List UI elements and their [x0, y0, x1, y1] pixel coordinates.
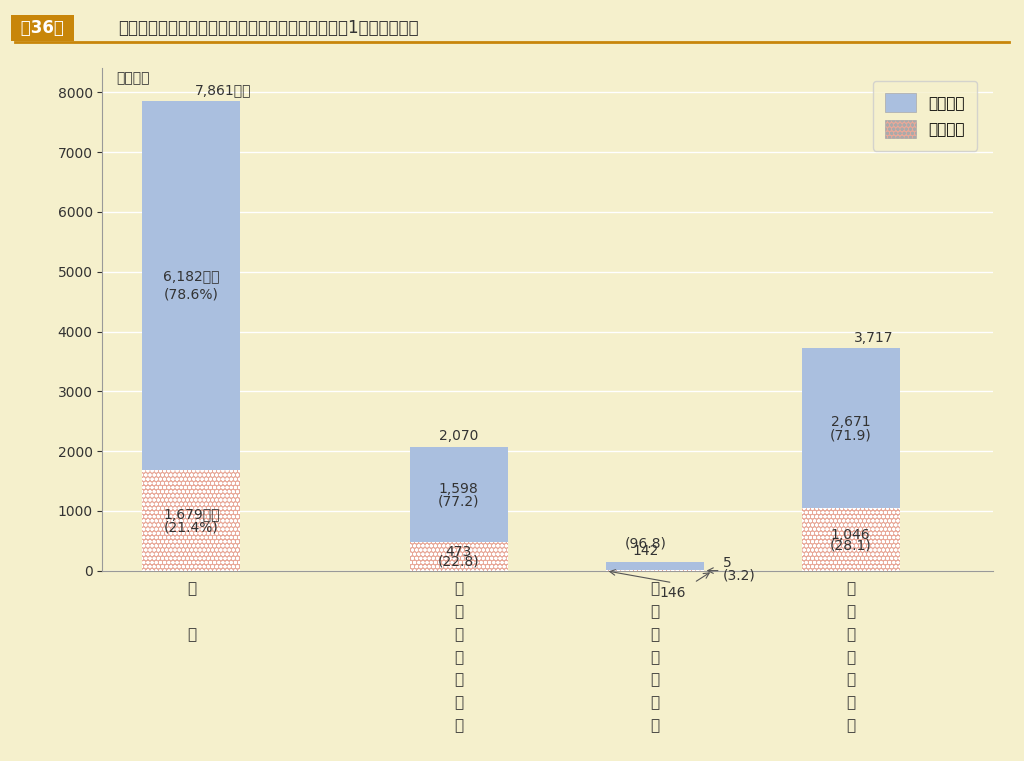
Text: 費: 費	[846, 718, 855, 733]
Text: 2,070: 2,070	[439, 429, 478, 444]
Text: ち: ち	[650, 604, 659, 619]
Bar	[142, 470, 241, 571]
Text: 第36図: 第36図	[15, 19, 70, 37]
Text: 人: 人	[650, 650, 659, 664]
Text: (96.8): (96.8)	[625, 537, 667, 551]
Text: 福: 福	[455, 673, 463, 687]
Text: 7,861億円: 7,861億円	[195, 83, 252, 97]
Bar	[410, 543, 508, 571]
Text: 1,598: 1,598	[439, 482, 478, 496]
Text: 民生費の目的別扶助費（補助・単独）の状況（その1　都道府県）: 民生費の目的別扶助費（補助・単独）の状況（その1 都道府県）	[118, 19, 419, 37]
Text: 1,679億円: 1,679億円	[163, 508, 220, 521]
Text: (28.1): (28.1)	[829, 539, 871, 552]
Text: 6,182億円: 6,182億円	[163, 269, 220, 284]
Text: 祉: 祉	[650, 695, 659, 710]
Text: 2,671: 2,671	[830, 416, 870, 429]
Text: 3,717: 3,717	[854, 331, 894, 345]
Bar	[802, 349, 900, 508]
Bar	[410, 543, 508, 571]
Bar	[410, 447, 508, 543]
Text: (21.4%): (21.4%)	[164, 521, 219, 535]
Text: 142: 142	[633, 544, 659, 559]
Text: 5: 5	[723, 556, 731, 570]
Legend: 補助事業, 単独事業: 補助事業, 単独事業	[873, 81, 977, 151]
Text: 祉: 祉	[455, 695, 463, 710]
Text: (78.6%): (78.6%)	[164, 288, 219, 301]
Bar	[802, 508, 900, 571]
Text: 費: 費	[650, 718, 659, 733]
Text: 老: 老	[650, 627, 659, 642]
Text: 福: 福	[650, 673, 659, 687]
Text: う: う	[846, 581, 855, 597]
Text: 会: 会	[455, 650, 463, 664]
Bar	[606, 562, 703, 571]
Text: 473: 473	[445, 546, 472, 559]
Text: 童: 童	[846, 650, 855, 664]
Text: 祉: 祉	[846, 695, 855, 710]
Text: 合: 合	[187, 581, 196, 597]
Bar	[142, 470, 241, 571]
Text: う: う	[650, 581, 659, 597]
Text: 計: 計	[187, 628, 196, 642]
Text: 児: 児	[846, 627, 855, 642]
Text: 1,046: 1,046	[830, 527, 870, 542]
Text: ち: ち	[455, 604, 463, 619]
Text: 社: 社	[455, 627, 463, 642]
Text: 福: 福	[846, 673, 855, 687]
Text: (3.2): (3.2)	[723, 568, 756, 582]
Text: ち: ち	[846, 604, 855, 619]
Text: （億円）: （億円）	[117, 72, 151, 85]
Text: 費: 費	[455, 718, 463, 733]
Text: う: う	[455, 581, 463, 597]
Text: (71.9): (71.9)	[829, 428, 871, 443]
Text: (77.2): (77.2)	[438, 495, 479, 508]
Text: 146: 146	[659, 586, 686, 600]
Bar	[142, 100, 241, 470]
Text: (22.8): (22.8)	[438, 555, 479, 569]
Bar	[802, 508, 900, 571]
